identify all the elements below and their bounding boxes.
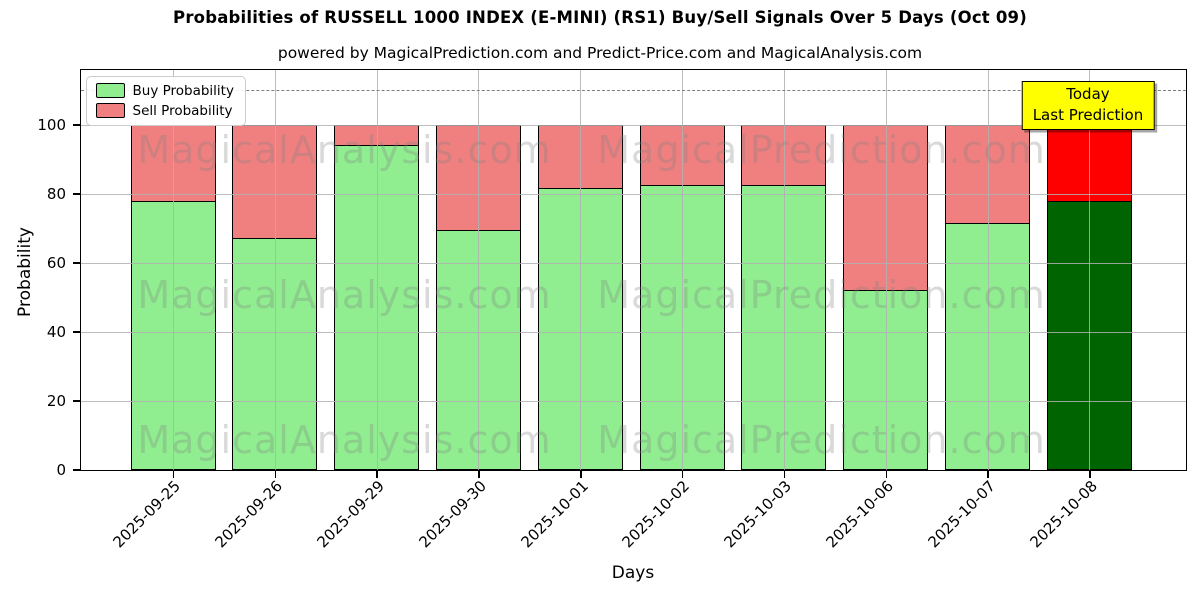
x-tick-mark [1089,471,1091,478]
horizontal-gridline [80,193,1186,195]
x-tick-mark [681,471,684,478]
dashed-threshold-line [80,90,1186,92]
watermark-right: MagicalPrediction.com [597,273,1046,317]
watermark-left: MagicalAnalysis.com [137,418,552,462]
vertical-gridline [376,69,378,470]
today-annotation-line2: Last Prediction [1032,106,1144,125]
legend-item-buy: Buy Probability [95,82,234,99]
vertical-gridline [580,69,582,470]
y-tick-label: 100 [37,116,66,135]
legend-label-sell: Sell Probability [132,102,233,119]
x-tick-mark [376,471,378,478]
x-tick-mark [885,471,888,478]
x-tick-label-2025-10-02: 2025-10-02 [619,477,694,552]
y-tick-label: 40 [46,323,66,342]
legend-item-sell: Sell Probability [95,102,234,119]
chart-title: Probabilities of RUSSELL 1000 INDEX (E-M… [173,8,1027,27]
y-tick-mark [73,193,81,195]
x-tick-mark [580,471,582,478]
y-tick-mark [73,124,81,126]
horizontal-gridline [80,124,1186,126]
vertical-gridline [173,69,174,470]
today-annotation-line1: Today [1066,84,1110,103]
vertical-gridline [682,69,684,470]
today-annotation: Today Last Prediction [1021,80,1155,130]
legend-label-buy: Buy Probability [132,82,234,99]
y-tick-mark [73,331,81,333]
horizontal-gridline [80,262,1186,264]
y-tick-mark [73,262,81,264]
x-tick-label-2025-10-03: 2025-10-03 [720,477,796,552]
x-tick-mark [783,471,786,478]
y-tick-label: 80 [46,185,66,204]
watermark-right: MagicalPrediction.com [597,418,1046,462]
y-tick-label: 0 [56,461,66,479]
x-tick-mark [274,471,277,478]
x-tick-label-2025-09-26: 2025-09-26 [211,477,287,552]
x-tick-label-2025-10-08: 2025-10-08 [1026,477,1101,552]
y-tick-label: 60 [46,254,66,273]
x-tick-label-2025-10-01: 2025-10-01 [517,477,592,552]
watermark-right: MagicalPrediction.com [597,128,1046,172]
plot-area: MagicalAnalysis.com MagicalPrediction.com… [79,68,1187,471]
x-tick-label-2025-09-25: 2025-09-25 [109,477,185,552]
vertical-gridline [987,69,989,470]
x-tick-label-2025-10-07: 2025-10-07 [924,477,999,552]
vertical-gridline [885,69,887,470]
y-tick-mark [73,400,81,402]
horizontal-gridline [80,331,1186,333]
watermark-left: MagicalAnalysis.com [137,128,552,172]
x-tick-mark [172,471,175,478]
legend: Buy Probability Sell Probability [85,75,246,126]
x-tick-mark [478,471,480,478]
y-tick-label: 20 [46,392,66,411]
x-tick-label-2025-09-30: 2025-09-30 [415,477,490,552]
x-tick-mark [987,471,989,478]
chart-subtitle: powered by MagicalPrediction.com and Pre… [277,44,923,62]
x-axis-label: Days [611,563,655,583]
vertical-gridline [783,69,785,470]
sell-swatch-icon [95,103,125,118]
buy-swatch-icon [95,83,125,98]
x-tick-label-2025-10-06: 2025-10-06 [822,477,898,552]
vertical-gridline [1089,69,1091,470]
vertical-gridline [478,69,480,470]
vertical-gridline [274,69,276,470]
x-tick-label-2025-09-29: 2025-09-29 [313,477,388,552]
watermark-left: MagicalAnalysis.com [137,273,552,317]
y-tick-mark [73,469,81,471]
horizontal-gridline [80,400,1186,402]
